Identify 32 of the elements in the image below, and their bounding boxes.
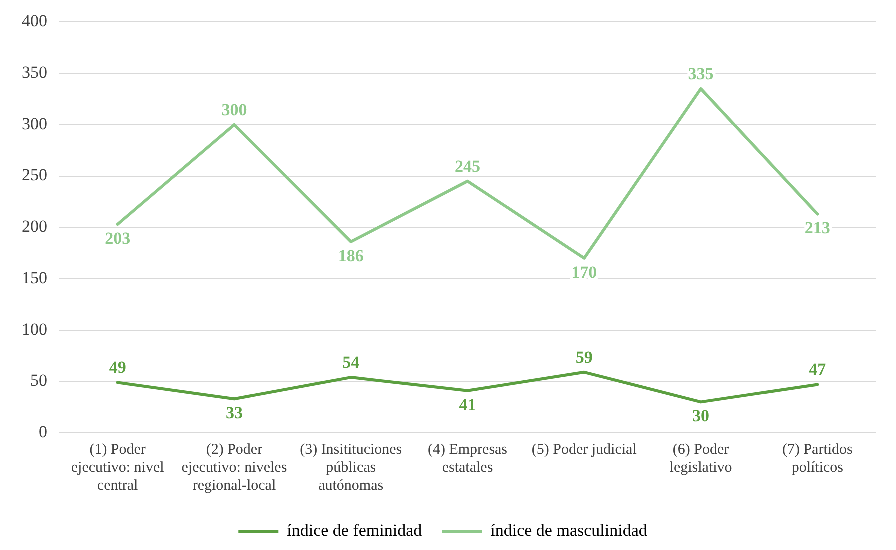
data-label: 47 <box>809 360 827 380</box>
x-tick-label: (3) Insitituciones públicas autónomas <box>300 442 402 494</box>
data-label: 49 <box>109 358 126 378</box>
x-tick-label: (1) Poder ejecutivo: nivel central <box>71 442 164 494</box>
data-label: 170 <box>572 262 598 282</box>
y-tick-label: 250 <box>22 166 48 185</box>
y-tick-label: 100 <box>22 320 48 339</box>
y-tick-label: 350 <box>22 63 48 82</box>
y-tick-label: 400 <box>22 12 48 31</box>
legend-label: índice de masculinidad <box>490 520 648 540</box>
x-tick-label: (5) Poder judicial <box>532 442 637 458</box>
y-tick-label: 150 <box>22 268 48 288</box>
y-tick-label: 50 <box>30 371 48 390</box>
x-tick-label: (4) Empresas estatales <box>428 442 508 476</box>
x-tick-label: (7) Partidos políticos <box>782 442 854 476</box>
x-tick-label: (6) Poder legislativo <box>670 442 732 476</box>
data-label: 245 <box>455 156 480 176</box>
data-label: 33 <box>226 404 243 422</box>
y-tick-label: 200 <box>22 217 48 236</box>
y-tick-label: 0 <box>39 422 48 442</box>
data-label: 335 <box>688 64 714 84</box>
x-tick-label: (2) Poder ejecutivo: niveles regional-local <box>182 442 288 494</box>
data-label: 213 <box>804 218 830 238</box>
data-label: 300 <box>222 100 248 120</box>
legend-label: índice de feminidad <box>287 520 423 540</box>
data-label: 186 <box>338 246 364 266</box>
data-label: 30 <box>692 406 710 426</box>
data-label: 203 <box>105 228 131 248</box>
data-label: 41 <box>459 395 476 414</box>
data-label: 59 <box>576 348 593 367</box>
y-tick-label: 300 <box>22 114 48 134</box>
data-label: 54 <box>342 352 360 372</box>
